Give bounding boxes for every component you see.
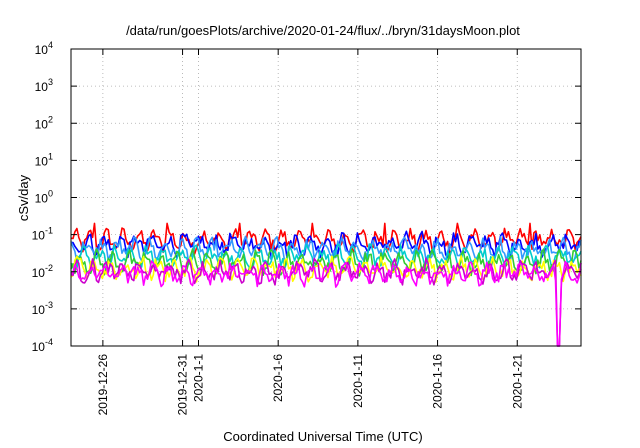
y-tick-label: 101 [35, 151, 53, 168]
y-tick-label: 102 [35, 114, 53, 131]
x-tick-label: 2020-1-1 [192, 354, 206, 402]
y-tick-label: 10-1 [32, 226, 53, 243]
y-axis: 10-4 10-3 10-2 10-1 100 101 102 103 104 [32, 40, 581, 354]
y-tick-label: 100 [35, 189, 53, 206]
y-tick-label: 104 [35, 40, 53, 57]
series-group [70, 222, 582, 347]
x-tick-label: 2020-1-11 [351, 354, 365, 408]
x-tick-label: 2020-1-21 [510, 354, 524, 409]
x-tick-label: 2019-12-26 [96, 354, 110, 416]
chart-title: /data/run/goesPlots/archive/2020-01-24/f… [126, 23, 520, 38]
y-tick-label: 10-2 [32, 263, 53, 280]
x-axis: 2019-12-26 2019-12-31 2020-1-1 2020-1-6 2020… [96, 49, 524, 415]
series-line [70, 257, 582, 347]
y-axis-label: cSv/day [16, 174, 31, 221]
y-tick-label: 10-3 [32, 300, 53, 317]
series-line [70, 255, 582, 283]
x-tick-label: 2020-1-6 [271, 354, 285, 402]
x-axis-label: Coordinated Universal Time (UTC) [223, 429, 422, 444]
y-tick-label: 103 [35, 77, 53, 94]
y-tick-label: 10-4 [32, 337, 53, 354]
x-tick-label: 2020-1-16 [431, 354, 445, 409]
series-line [70, 235, 582, 264]
grid [71, 49, 581, 346]
x-tick-label: 2019-12-31 [176, 354, 190, 416]
series-line [70, 260, 582, 347]
